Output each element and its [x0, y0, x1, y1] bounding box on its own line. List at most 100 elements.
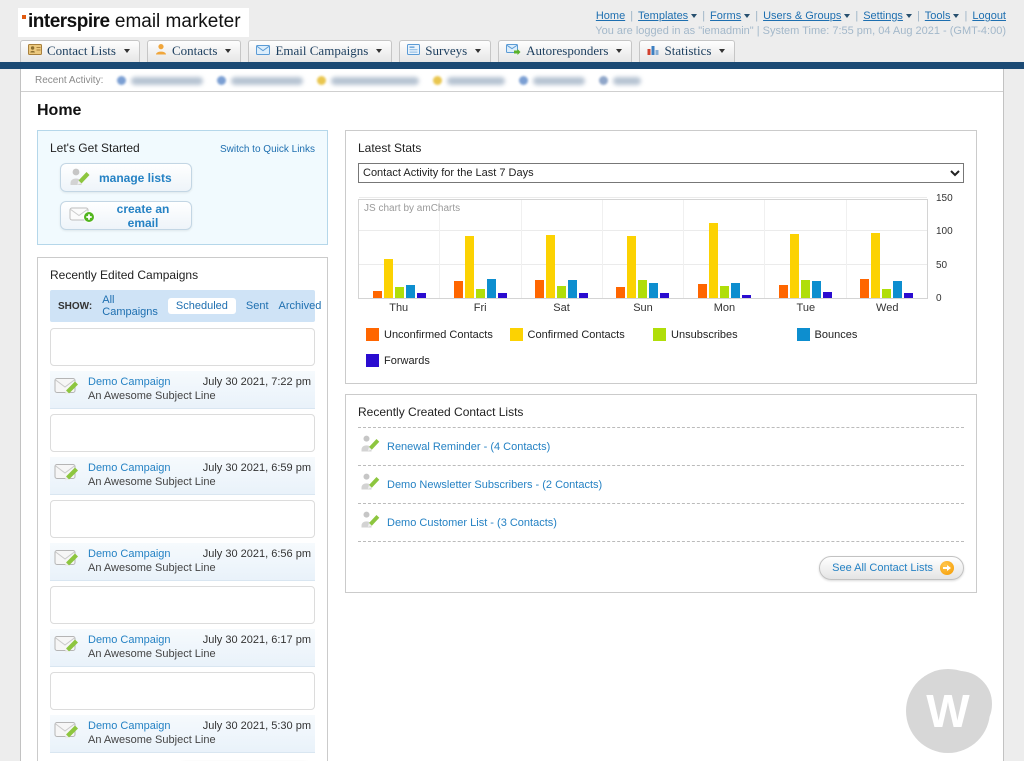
bar-bounces[interactable]	[893, 281, 902, 298]
recent-activity-item[interactable]	[519, 76, 585, 85]
bar-confirmed-contacts[interactable]	[790, 234, 799, 298]
legend-item[interactable]: Bounces	[797, 328, 941, 341]
header-link-templates[interactable]: Templates	[638, 10, 688, 22]
bar-confirmed-contacts[interactable]	[465, 236, 474, 298]
bar-bounces[interactable]	[812, 281, 821, 298]
bar-confirmed-contacts[interactable]	[384, 259, 393, 298]
nav-separator: |	[755, 10, 758, 22]
bar-unconfirmed-contacts[interactable]	[860, 279, 869, 298]
manage-lists-button[interactable]: manage lists	[60, 163, 192, 192]
bar-bounces[interactable]	[406, 285, 415, 298]
recent-activity-item[interactable]	[599, 76, 641, 85]
bar-unsubscribes[interactable]	[395, 287, 404, 298]
filter-archived[interactable]: Archived	[279, 300, 322, 312]
campaign-name-link[interactable]: Demo Campaign	[88, 376, 171, 388]
x-axis-label: Mon	[684, 302, 765, 314]
see-all-contact-lists-button[interactable]: See All Contact Lists	[819, 556, 964, 580]
bar-forwards[interactable]	[742, 295, 751, 298]
contact-list-link[interactable]: Demo Customer List - (3 Contacts)	[387, 517, 557, 529]
bar-unconfirmed-contacts[interactable]	[454, 281, 463, 298]
bar-unsubscribes[interactable]	[882, 289, 891, 298]
campaign-row-line1: Demo CampaignJuly 30 2021, 5:30 pm	[88, 720, 311, 732]
switch-quick-links-link[interactable]: Switch to Quick Links	[220, 144, 315, 155]
bar-confirmed-contacts[interactable]	[709, 223, 718, 298]
header-link-settings[interactable]: Settings	[863, 10, 903, 22]
redacted-activity-text	[447, 77, 505, 85]
legend-item[interactable]: Confirmed Contacts	[510, 328, 654, 341]
campaign-row-body: Demo CampaignJuly 30 2021, 6:59 pmAn Awe…	[88, 462, 311, 488]
create-email-button[interactable]: create an email	[60, 201, 192, 230]
bar-unconfirmed-contacts[interactable]	[616, 287, 625, 298]
legend-item[interactable]: Unconfirmed Contacts	[366, 328, 510, 341]
campaign-name-link[interactable]: Demo Campaign	[88, 720, 171, 732]
header-link-users-groups[interactable]: Users & Groups	[763, 10, 841, 22]
chevron-down-icon	[691, 14, 697, 18]
legend-item[interactable]: Forwards	[366, 354, 510, 367]
create-email-icon	[69, 205, 95, 226]
bar-bounces[interactable]	[649, 283, 658, 298]
header-link-logout[interactable]: Logout	[972, 10, 1006, 22]
email-campaigns-icon	[256, 43, 270, 59]
tab-statistics[interactable]: Statistics	[639, 40, 735, 62]
bar-unsubscribes[interactable]	[638, 280, 647, 298]
bar-unsubscribes[interactable]	[476, 289, 485, 298]
contact-list-link[interactable]: Renewal Reminder - (4 Contacts)	[387, 441, 550, 453]
bar-forwards[interactable]	[823, 292, 832, 298]
header-link-tools[interactable]: Tools	[925, 10, 951, 22]
chevron-down-icon	[744, 14, 750, 18]
campaign-subject: An Awesome Subject Line	[88, 476, 311, 488]
x-axis-label: Tue	[765, 302, 846, 314]
bar-unsubscribes[interactable]	[557, 286, 566, 298]
activity-item-icon	[433, 76, 442, 85]
filter-all-campaigns[interactable]: All Campaigns	[102, 294, 158, 318]
legend-label: Bounces	[815, 329, 858, 341]
stats-panel-title: Latest Stats	[358, 141, 964, 155]
tab-email-campaigns[interactable]: Email Campaigns	[248, 40, 392, 62]
campaign-name-link[interactable]: Demo Campaign	[88, 462, 171, 474]
legend-swatch	[797, 328, 810, 341]
bar-forwards[interactable]	[417, 293, 426, 298]
bar-forwards[interactable]	[498, 293, 507, 298]
tab-surveys[interactable]: Surveys	[399, 40, 491, 62]
tab-contact-lists[interactable]: Contact Lists	[20, 40, 140, 62]
bar-bounces[interactable]	[568, 280, 577, 298]
y-axis-tick-label: 50	[936, 260, 947, 271]
bar-unconfirmed-contacts[interactable]	[698, 284, 707, 298]
y-axis-tick-label: 0	[936, 293, 942, 304]
bar-forwards[interactable]	[579, 293, 588, 298]
contact-list-edit-icon	[360, 472, 380, 497]
bar-unsubscribes[interactable]	[720, 286, 729, 298]
bar-bounces[interactable]	[487, 279, 496, 298]
bar-confirmed-contacts[interactable]	[546, 235, 555, 298]
header-link-forms[interactable]: Forms	[710, 10, 741, 22]
filter-scheduled[interactable]: Scheduled	[168, 298, 236, 314]
filter-sent[interactable]: Sent	[246, 300, 269, 312]
tab-autoresponders[interactable]: Autoresponders	[498, 40, 632, 62]
recent-activity-item[interactable]	[317, 76, 419, 85]
campaign-name-link[interactable]: Demo Campaign	[88, 548, 171, 560]
bar-confirmed-contacts[interactable]	[871, 233, 880, 298]
recent-activity-item[interactable]	[433, 76, 505, 85]
bar-unconfirmed-contacts[interactable]	[779, 285, 788, 298]
legend-item[interactable]: Unsubscribes	[653, 328, 797, 341]
contact-list-link[interactable]: Demo Newsletter Subscribers - (2 Contact…	[387, 479, 602, 491]
recent-activity-item[interactable]	[117, 76, 203, 85]
campaign-name-link[interactable]: Demo Campaign	[88, 634, 171, 646]
empty-campaign-slot	[50, 500, 315, 538]
tab-contacts[interactable]: Contacts	[147, 40, 242, 62]
campaign-subject: An Awesome Subject Line	[88, 562, 311, 574]
tab-label: Autoresponders	[526, 43, 608, 59]
bar-unsubscribes[interactable]	[801, 280, 810, 298]
bar-confirmed-contacts[interactable]	[627, 236, 636, 298]
bar-unconfirmed-contacts[interactable]	[535, 280, 544, 298]
recent-activity-item[interactable]	[217, 76, 303, 85]
tab-label: Contact Lists	[47, 43, 116, 59]
bar-forwards[interactable]	[904, 293, 913, 298]
bar-bounces[interactable]	[731, 283, 740, 298]
campaign-row: Demo CampaignJuly 30 2021, 7:22 pmAn Awe…	[50, 371, 315, 409]
bar-forwards[interactable]	[660, 293, 669, 298]
bar-unconfirmed-contacts[interactable]	[373, 291, 382, 298]
legend-label: Unsubscribes	[671, 329, 738, 341]
stats-period-select[interactable]: Contact Activity for the Last 7 Days	[358, 163, 964, 183]
header-link-home[interactable]: Home	[596, 10, 625, 22]
